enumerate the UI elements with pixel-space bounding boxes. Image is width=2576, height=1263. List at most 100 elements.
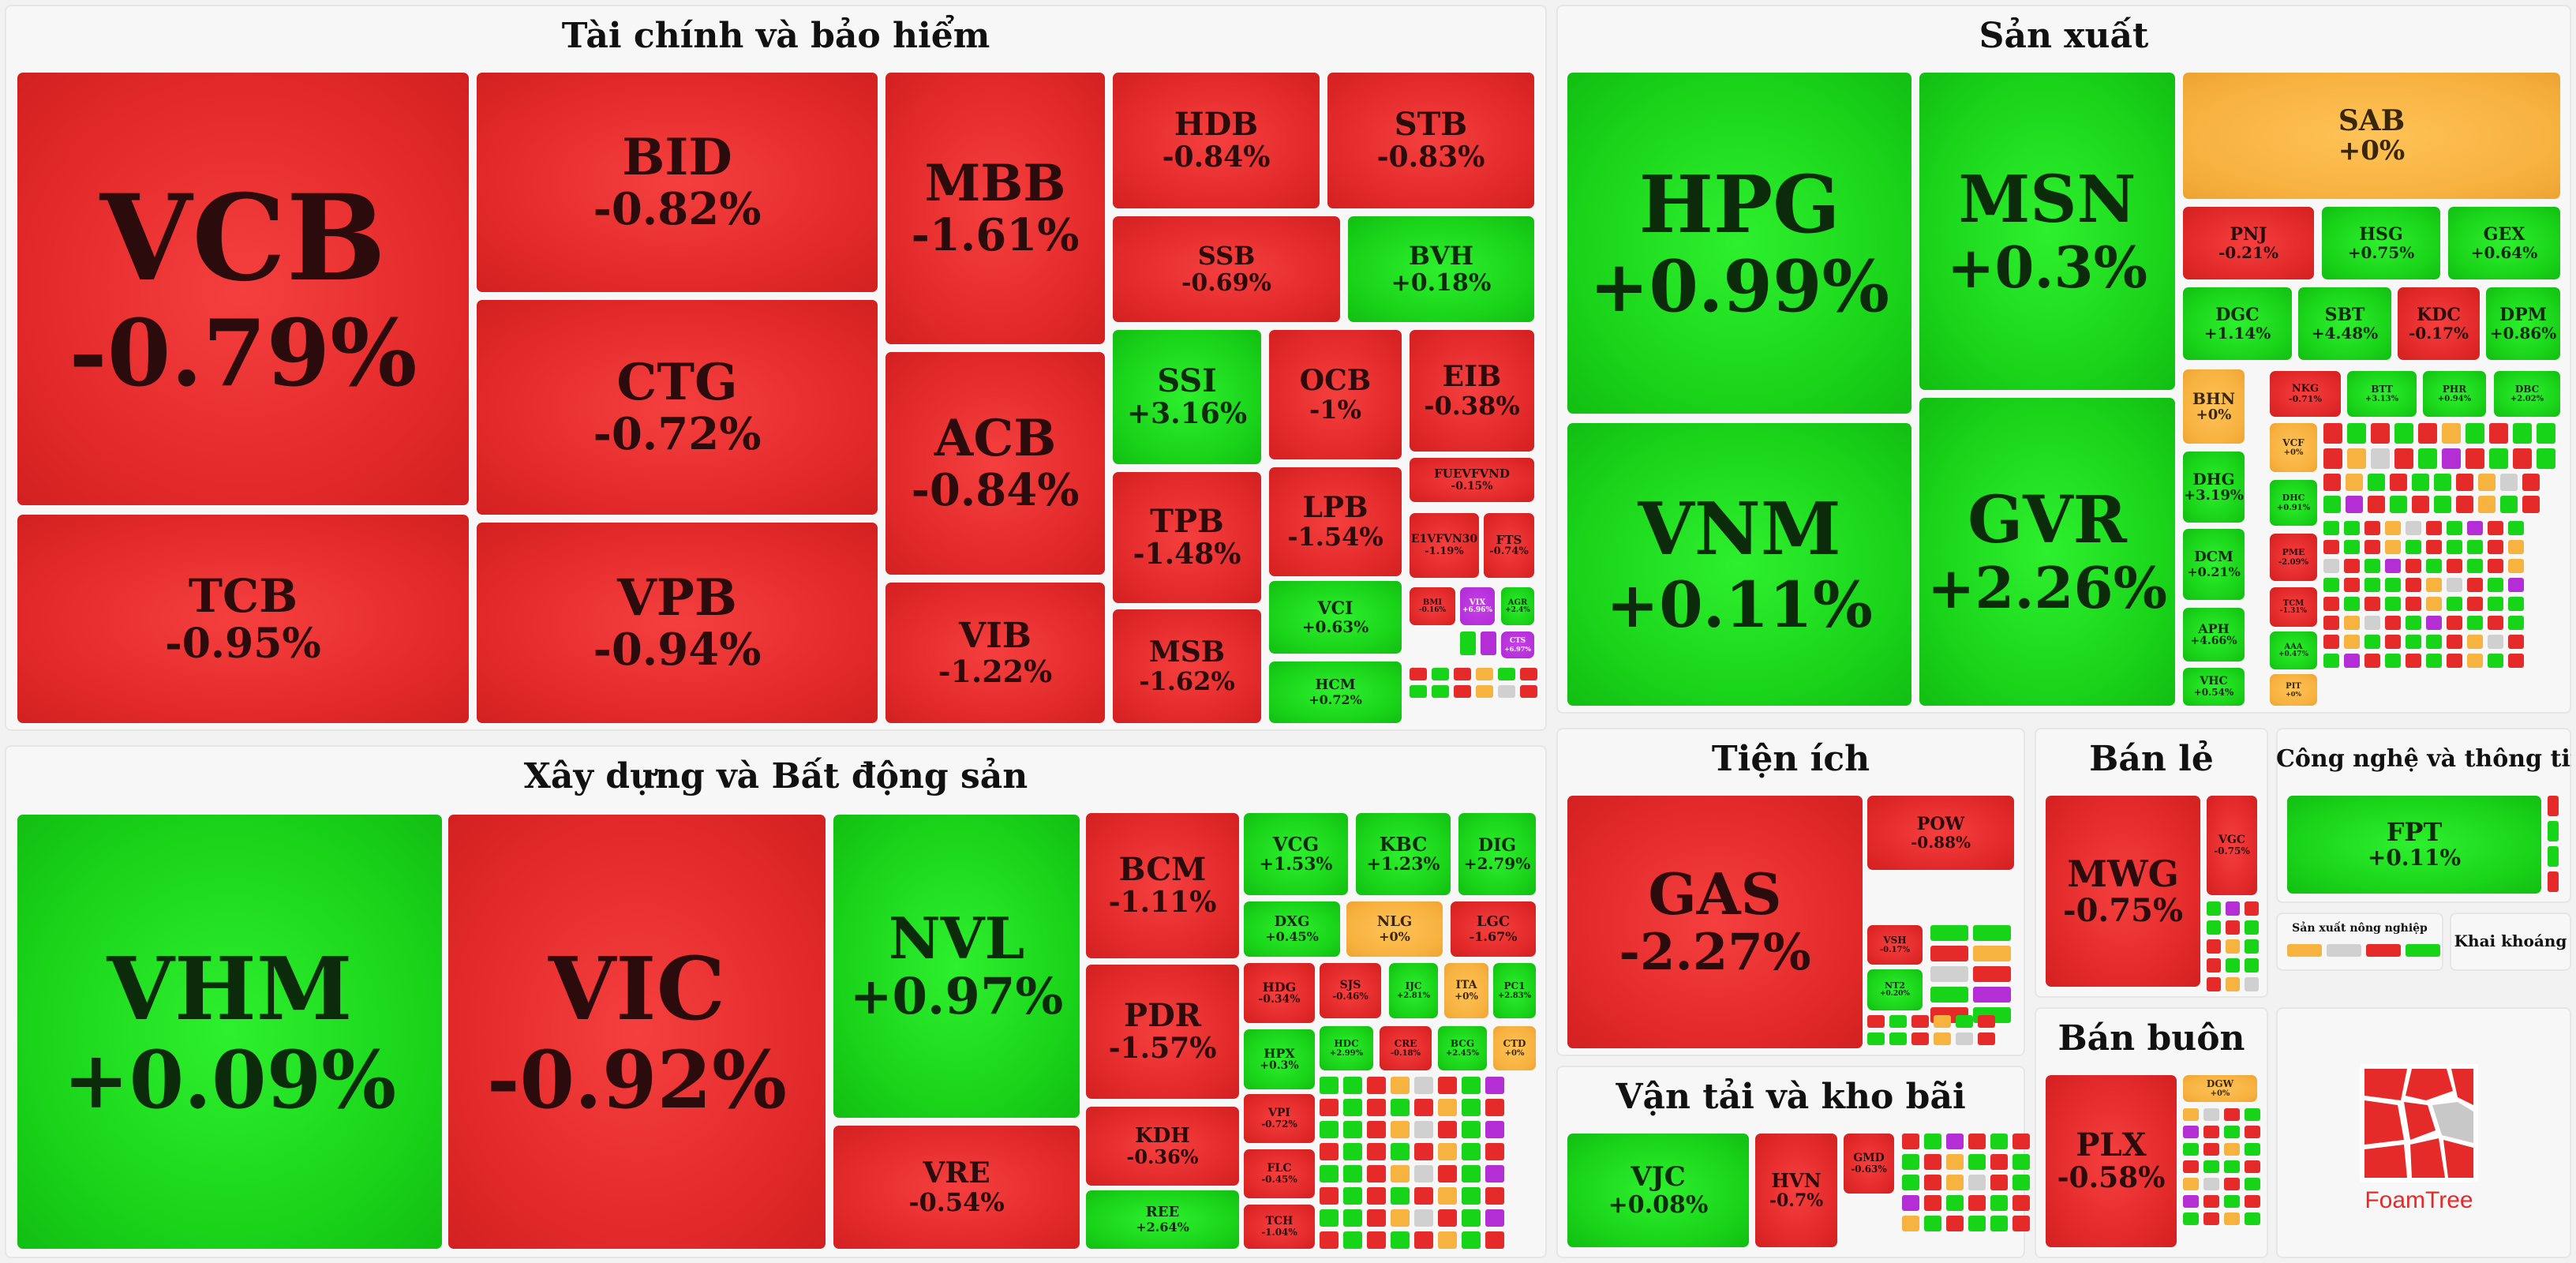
small-stock-tile[interactable]: [2467, 597, 2483, 611]
small-stock-tile[interactable]: [1320, 1187, 1339, 1205]
small-stock-tile[interactable]: [2346, 474, 2363, 491]
small-stock-tile[interactable]: [1946, 1154, 1964, 1170]
small-stock-tile[interactable]: [1485, 1099, 1504, 1116]
small-stock-tile[interactable]: [1924, 1175, 1941, 1190]
small-stock-tile[interactable]: [2467, 540, 2483, 554]
small-stock-tile[interactable]: [1924, 1154, 1941, 1170]
small-stock-tile[interactable]: [1973, 946, 2011, 961]
small-stock-tile[interactable]: [2466, 423, 2484, 444]
small-stock-tile[interactable]: [2412, 474, 2429, 491]
small-stock-tile[interactable]: [2368, 496, 2385, 513]
small-stock-tile[interactable]: [2390, 496, 2407, 513]
small-stock-tile[interactable]: [1367, 1231, 1386, 1249]
small-stock-tile[interactable]: [2344, 616, 2360, 630]
small-stock-tile[interactable]: [2385, 654, 2401, 668]
small-stock-tile[interactable]: [2012, 1154, 2030, 1170]
small-stock-tile[interactable]: [2434, 496, 2451, 513]
small-stock-tile[interactable]: [1911, 1015, 1929, 1028]
small-stock-tile[interactable]: [1946, 1216, 1964, 1231]
small-stock-tile[interactable]: [2447, 654, 2462, 668]
small-stock-tile[interactable]: [1343, 1165, 1362, 1182]
small-stock-tile[interactable]: [2183, 1143, 2199, 1156]
small-stock-tile[interactable]: [2323, 654, 2339, 668]
small-stock-tile[interactable]: [2226, 920, 2240, 935]
small-stock-tile[interactable]: [2344, 540, 2360, 554]
small-stock-tile[interactable]: [1462, 1143, 1481, 1160]
stock-tile-fpt[interactable]: FPT +0.11%: [2287, 796, 2541, 894]
small-stock-tile[interactable]: [2447, 540, 2462, 554]
small-stock-tile[interactable]: [1476, 668, 1493, 680]
small-stock-tile[interactable]: [1990, 1134, 2008, 1149]
stock-tile-msb[interactable]: MSB -1.62%: [1113, 609, 1261, 723]
stock-tile-dhg[interactable]: DHG +3.19%: [2183, 452, 2245, 523]
stock-tile-sab[interactable]: SAB +0%: [2183, 73, 2560, 199]
stock-tile-e1vfvn30[interactable]: E1VFVN30 -1.19%: [1410, 513, 1479, 578]
small-stock-tile[interactable]: [2489, 423, 2508, 444]
stock-tile-vpi[interactable]: VPI -0.72%: [1244, 1094, 1315, 1143]
small-stock-tile[interactable]: [1391, 1143, 1410, 1160]
small-stock-tile[interactable]: [1343, 1121, 1362, 1138]
small-stock-tile[interactable]: [2426, 559, 2442, 573]
small-stock-tile[interactable]: [1343, 1187, 1362, 1205]
small-stock-tile[interactable]: [1968, 1195, 1986, 1211]
small-stock-tile[interactable]: [2323, 559, 2339, 573]
stock-tile-dxg[interactable]: DXG +0.45%: [1244, 901, 1340, 957]
small-stock-tile[interactable]: [2323, 474, 2341, 491]
small-stock-tile[interactable]: [1391, 1187, 1410, 1205]
stock-tile-bmi[interactable]: BMI -0.16%: [1410, 587, 1455, 625]
stock-tile-vpb[interactable]: VPB -0.94%: [477, 523, 878, 723]
small-stock-tile[interactable]: [1973, 966, 2011, 982]
stock-tile-fuevfvnd[interactable]: FUEVFVND -0.15%: [1410, 458, 1534, 502]
small-stock-tile[interactable]: [2488, 578, 2503, 592]
stock-tile-stb[interactable]: STB -0.83%: [1327, 73, 1534, 208]
small-stock-tile[interactable]: [2467, 654, 2483, 668]
stock-tile-eib[interactable]: EIB -0.38%: [1410, 330, 1534, 452]
small-stock-tile[interactable]: [2426, 597, 2442, 611]
small-stock-tile[interactable]: [1990, 1175, 2008, 1190]
small-stock-tile[interactable]: [1462, 1121, 1481, 1138]
stock-tile-hcm[interactable]: HCM +0.72%: [1269, 661, 1402, 723]
small-stock-tile[interactable]: [1438, 1165, 1457, 1182]
small-stock-tile[interactable]: [1391, 1077, 1410, 1094]
stock-tile-sjs[interactable]: SJS -0.46%: [1320, 963, 1381, 1018]
small-stock-tile[interactable]: [1343, 1099, 1362, 1116]
small-stock-tile[interactable]: [2478, 496, 2496, 513]
small-stock-tile[interactable]: [2508, 578, 2524, 592]
small-stock-tile[interactable]: [1391, 1121, 1410, 1138]
small-stock-tile[interactable]: [1414, 1077, 1433, 1094]
small-stock-tile[interactable]: [2183, 1126, 2199, 1138]
small-stock-tile[interactable]: [1462, 1099, 1481, 1116]
small-stock-tile[interactable]: [2394, 448, 2413, 469]
small-stock-tile[interactable]: [2327, 944, 2361, 957]
small-stock-tile[interactable]: [1481, 632, 1496, 655]
small-stock-tile[interactable]: [1391, 1099, 1410, 1116]
small-stock-tile[interactable]: [1485, 1165, 1504, 1182]
small-stock-tile[interactable]: [2488, 559, 2503, 573]
small-stock-tile[interactable]: [2548, 846, 2559, 867]
small-stock-tile[interactable]: [1902, 1175, 1919, 1190]
small-stock-tile[interactable]: [2344, 597, 2360, 611]
stock-tile-tcm[interactable]: TCM -1.31%: [2270, 587, 2317, 627]
small-stock-tile[interactable]: [2508, 616, 2524, 630]
stock-tile-bhn[interactable]: BHN +0%: [2183, 369, 2245, 444]
small-stock-tile[interactable]: [1968, 1134, 1986, 1149]
small-stock-tile[interactable]: [1978, 1033, 1995, 1045]
stock-tile-lpb[interactable]: LPB -1.54%: [1269, 467, 1402, 576]
stock-tile-dbc[interactable]: DBC +2.02%: [2494, 371, 2560, 417]
stock-tile-ita[interactable]: ITA +0%: [1444, 963, 1488, 1018]
small-stock-tile[interactable]: [1978, 1015, 1995, 1028]
small-stock-tile[interactable]: [2226, 901, 2240, 916]
small-stock-tile[interactable]: [2207, 901, 2221, 916]
small-stock-tile[interactable]: [1930, 946, 1968, 961]
small-stock-tile[interactable]: [2371, 448, 2390, 469]
small-stock-tile[interactable]: [2012, 1195, 2030, 1211]
small-stock-tile[interactable]: [1320, 1143, 1339, 1160]
stock-tile-btt[interactable]: BTT +3.13%: [2347, 371, 2417, 417]
stock-tile-ctd[interactable]: CTD +0%: [1493, 1026, 1536, 1070]
small-stock-tile[interactable]: [1432, 685, 1449, 698]
stock-tile-lgc[interactable]: LGC -1.67%: [1451, 901, 1536, 957]
stock-tile-ssb[interactable]: SSB -0.69%: [1113, 216, 1340, 322]
stock-tile-kdh[interactable]: KDH -0.36%: [1086, 1107, 1239, 1186]
small-stock-tile[interactable]: [2489, 448, 2508, 469]
small-stock-tile[interactable]: [1320, 1121, 1339, 1138]
